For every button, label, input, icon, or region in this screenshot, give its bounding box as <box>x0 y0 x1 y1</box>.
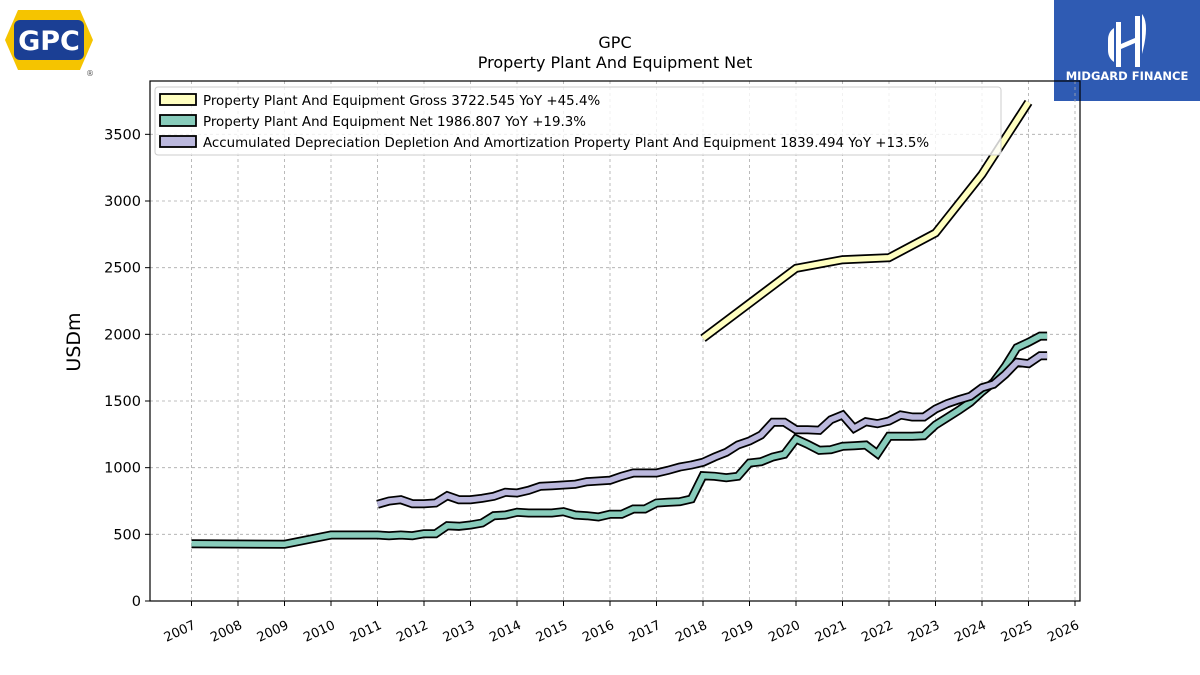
x-tick-label: 2021 <box>813 618 849 646</box>
x-tick-label: 2011 <box>348 618 384 646</box>
series-3 <box>376 351 1048 509</box>
x-tick-label: 2012 <box>394 618 430 646</box>
series-line <box>701 100 1031 341</box>
legend-entry: Property Plant And Equipment Gross 3722.… <box>159 93 600 109</box>
chart-title: GPC <box>598 33 631 52</box>
x-tick-label: 2015 <box>534 618 570 646</box>
x-tick-label: 2024 <box>952 618 988 646</box>
series-1 <box>700 99 1033 342</box>
series-outline <box>376 351 1048 509</box>
midgard-emblem-icon <box>1108 14 1146 67</box>
x-tick-label: 2010 <box>301 618 337 646</box>
series-2 <box>191 331 1048 549</box>
chart-subtitle: Property Plant And Equipment Net <box>478 53 753 72</box>
series-line <box>376 353 1048 507</box>
x-tick-label: 2025 <box>999 618 1035 646</box>
axis-ticks: 0 500 1000 1500 2000 2500 3000 3500 2007 2008 2009… <box>104 127 1082 645</box>
y-tick-label: 1500 <box>104 394 141 410</box>
x-tick-label: 2023 <box>906 618 942 646</box>
x-tick-label: 2014 <box>487 618 523 646</box>
midgard-logo-background <box>1054 0 1200 101</box>
legend-entry: Accumulated Depreciation Depletion And A… <box>159 135 929 151</box>
y-tick-label: 500 <box>113 527 141 543</box>
x-tick-label: 2020 <box>766 618 802 646</box>
y-tick-label: 3500 <box>104 127 141 143</box>
x-tick-label: 2018 <box>673 618 709 646</box>
legend-label: Property Plant And Equipment Gross 3722.… <box>203 94 600 109</box>
x-tick-label: 2019 <box>720 618 756 646</box>
y-tick-label: 0 <box>132 594 141 610</box>
x-tick-label: 2017 <box>627 618 663 646</box>
legend-label: Property Plant And Equipment Net 1986.80… <box>203 115 586 130</box>
gpc-logo-text: GPC <box>18 26 80 57</box>
legend: Property Plant And Equipment Gross 3722.… <box>154 86 1002 156</box>
legend-swatch <box>159 93 197 106</box>
x-tick-label: 2013 <box>441 618 477 646</box>
legend-swatch <box>159 135 197 148</box>
legend-entry: Property Plant And Equipment Net 1986.80… <box>159 114 586 130</box>
x-tick-label: 2026 <box>1045 618 1081 646</box>
x-tick-label: 2007 <box>162 618 198 646</box>
midgard-logo-text: MIDGARD FINANCE <box>1066 69 1189 83</box>
x-tick-label: 2022 <box>859 618 895 646</box>
legend-label: Accumulated Depreciation Depletion And A… <box>203 136 929 151</box>
y-tick-label: 3000 <box>104 194 141 210</box>
legend-swatch <box>159 114 197 127</box>
legend-box <box>154 86 1002 156</box>
gpc-registered-mark: ® <box>86 69 94 78</box>
x-tick-label: 2009 <box>255 618 291 646</box>
series-line <box>191 333 1048 548</box>
x-tick-label: 2016 <box>580 618 616 646</box>
y-tick-label: 1000 <box>104 461 141 477</box>
y-tick-label: 2000 <box>104 327 141 343</box>
x-tick-label: 2008 <box>208 618 244 646</box>
gpc-logo: GPC ® <box>5 10 94 78</box>
midgard-finance-logo: MIDGARD FINANCE <box>1054 0 1200 101</box>
gpc-logo-badge <box>14 20 84 60</box>
y-tick-label: 2500 <box>104 261 141 277</box>
y-axis-label: USDm <box>63 312 85 371</box>
series-lines <box>191 99 1048 549</box>
plot-frame <box>149 80 1081 602</box>
grid <box>150 81 1080 602</box>
